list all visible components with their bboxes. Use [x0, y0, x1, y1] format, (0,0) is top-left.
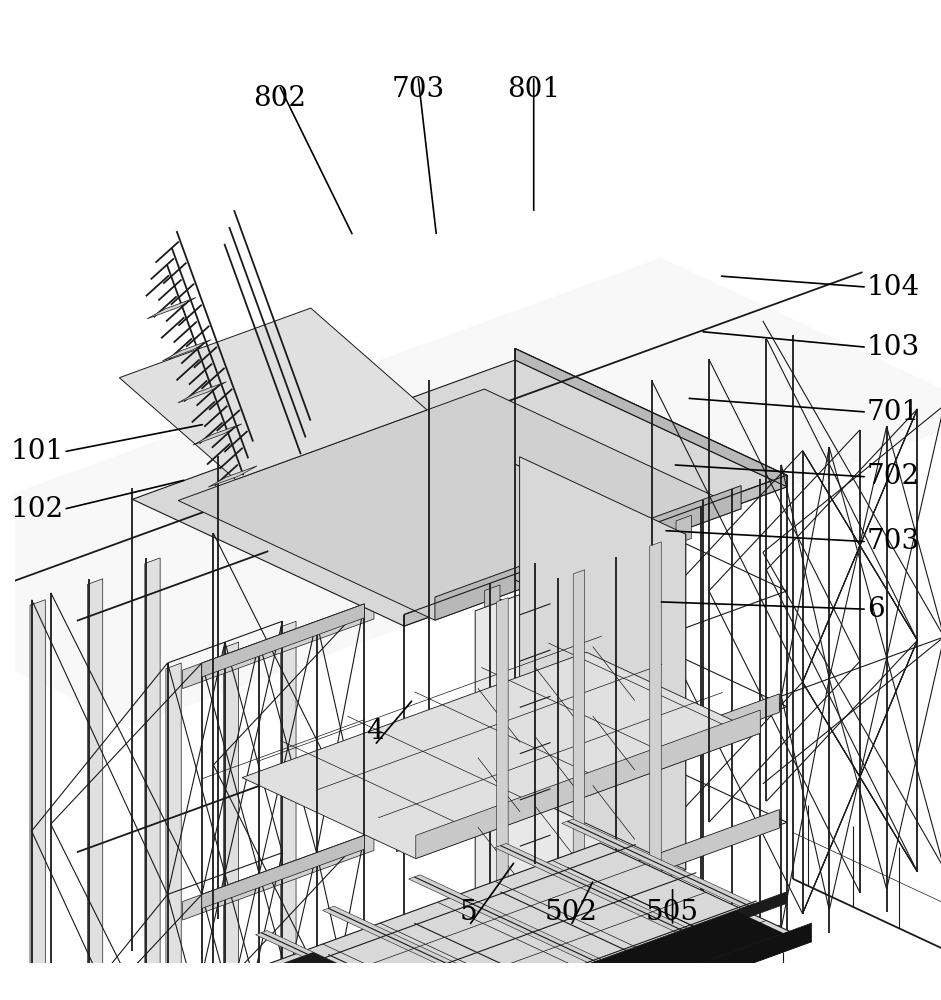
Polygon shape	[201, 604, 364, 677]
Polygon shape	[416, 710, 760, 859]
Polygon shape	[408, 875, 601, 964]
Text: 703: 703	[867, 528, 920, 555]
Polygon shape	[208, 843, 811, 1000]
Text: 801: 801	[507, 76, 560, 103]
Polygon shape	[120, 308, 427, 480]
Polygon shape	[256, 931, 448, 1000]
Polygon shape	[147, 298, 196, 319]
Text: 4: 4	[366, 718, 383, 745]
Polygon shape	[495, 843, 688, 932]
Polygon shape	[183, 600, 374, 689]
Text: 6: 6	[867, 596, 885, 623]
Polygon shape	[581, 550, 596, 579]
Text: 802: 802	[252, 85, 306, 112]
Text: 502: 502	[544, 899, 598, 926]
Polygon shape	[178, 389, 742, 620]
Polygon shape	[475, 534, 686, 946]
Polygon shape	[0, 258, 941, 726]
Text: 5: 5	[460, 899, 478, 926]
Polygon shape	[323, 906, 515, 995]
Polygon shape	[439, 911, 804, 1000]
Polygon shape	[178, 382, 227, 403]
Polygon shape	[280, 621, 296, 1000]
Text: 104: 104	[867, 274, 920, 301]
Text: 102: 102	[10, 496, 63, 523]
Polygon shape	[145, 558, 160, 1000]
Polygon shape	[166, 663, 182, 1000]
Polygon shape	[397, 925, 779, 1000]
Polygon shape	[208, 952, 517, 1000]
Text: 702: 702	[867, 463, 920, 490]
Polygon shape	[435, 486, 742, 620]
Polygon shape	[193, 424, 242, 445]
Text: 101: 101	[10, 438, 63, 465]
Polygon shape	[485, 585, 500, 614]
Text: 505: 505	[646, 899, 699, 926]
Polygon shape	[183, 832, 374, 920]
Polygon shape	[163, 340, 211, 361]
Polygon shape	[133, 360, 787, 626]
Polygon shape	[201, 835, 364, 908]
Polygon shape	[397, 810, 779, 967]
Polygon shape	[223, 642, 239, 1000]
Text: 701: 701	[867, 399, 920, 426]
Text: 703: 703	[391, 76, 444, 103]
Polygon shape	[562, 819, 755, 908]
Polygon shape	[676, 515, 692, 544]
Polygon shape	[30, 600, 45, 1000]
Polygon shape	[515, 348, 787, 487]
Polygon shape	[573, 570, 584, 909]
Polygon shape	[405, 892, 787, 1000]
Polygon shape	[242, 652, 760, 859]
Polygon shape	[397, 694, 779, 852]
Polygon shape	[208, 466, 257, 487]
Polygon shape	[497, 598, 508, 937]
Polygon shape	[519, 457, 686, 870]
Text: 103: 103	[867, 334, 920, 361]
Polygon shape	[405, 475, 787, 626]
Polygon shape	[420, 923, 811, 1000]
Polygon shape	[88, 579, 103, 1000]
Polygon shape	[649, 542, 662, 882]
